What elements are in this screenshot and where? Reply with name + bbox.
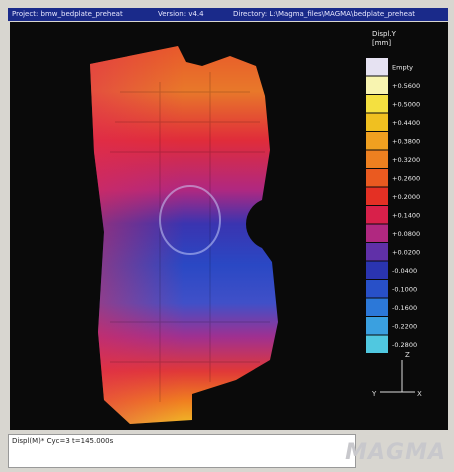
status-box: Displ(M)* Cyc=3 t=145.000s: [8, 434, 356, 468]
legend-swatch: [366, 169, 388, 187]
legend-label: -0.1000: [392, 285, 417, 293]
legend-swatch: [366, 132, 388, 150]
viewport-canvas: Displ.Y[mm] Empty +0.5600 +0.5000 +0.4400 +0.…: [10, 22, 448, 430]
legend-swatch: [366, 299, 388, 317]
legend-label: +0.3800: [392, 137, 420, 145]
legend-label: Empty: [392, 63, 413, 71]
legend-label: +0.1400: [392, 211, 420, 219]
legend-label: +0.5600: [392, 82, 420, 90]
legend-swatch: [366, 225, 388, 243]
legend: Displ.Y[mm] Empty +0.5600 +0.5000 +0.4400 +0.…: [366, 30, 420, 353]
status-text: Displ(M)* Cyc=3 t=145.000s: [12, 437, 113, 445]
legend-swatch: [366, 280, 388, 298]
casting-model: [90, 46, 278, 424]
axis-y: Y: [371, 390, 377, 398]
legend-swatch: [366, 95, 388, 113]
project-label: Project: bmw_bedplate_preheat: [12, 8, 123, 21]
axis-triad: [380, 360, 415, 392]
legend-label: -0.2800: [392, 341, 417, 349]
legend-swatch: [366, 77, 388, 95]
viewport[interactable]: Displ.Y[mm] Empty +0.5600 +0.5000 +0.4400 +0.…: [10, 22, 448, 430]
title-bar: Project: bmw_bedplate_preheat Version: v…: [8, 8, 448, 21]
legend-label: +0.5000: [392, 100, 420, 108]
version-label: Version: v4.4: [158, 8, 204, 21]
legend-label: +0.2000: [392, 193, 420, 201]
legend-label: -0.0400: [392, 267, 417, 275]
legend-swatch: [366, 188, 388, 206]
legend-unit: [mm]: [372, 39, 391, 47]
axis-z: Z: [405, 351, 410, 359]
legend-label: -0.2200: [392, 322, 417, 330]
legend-label: +0.0800: [392, 230, 420, 238]
axis-x: X: [417, 390, 422, 398]
legend-swatch: [366, 58, 388, 76]
legend-swatch: [366, 243, 388, 261]
legend-swatch: [366, 262, 388, 280]
logo: MAGMA: [345, 440, 446, 465]
legend-label: +0.2600: [392, 174, 420, 182]
legend-label: +0.4400: [392, 119, 420, 127]
legend-swatch: [366, 206, 388, 224]
legend-title: Displ.Y: [372, 30, 397, 38]
legend-label: -0.1600: [392, 304, 417, 312]
legend-swatch: [366, 151, 388, 169]
legend-swatch: [366, 336, 388, 354]
app-window: Project: bmw_bedplate_preheat Version: v…: [0, 0, 454, 472]
legend-swatch: [366, 317, 388, 335]
legend-swatch: [366, 114, 388, 132]
legend-label: +0.0200: [392, 248, 420, 256]
legend-label: +0.3200: [392, 156, 420, 164]
directory-label: Directory: L:\Magma_files\MAGMA\bedplate…: [233, 8, 415, 21]
